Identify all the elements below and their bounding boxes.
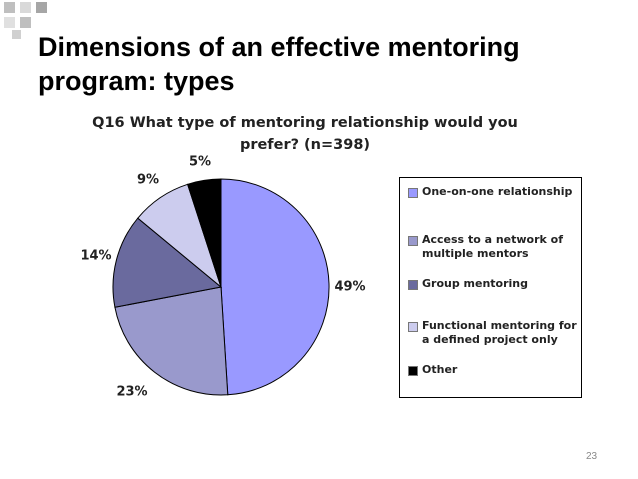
data-label-3: 14% bbox=[80, 249, 111, 264]
legend-swatch-5 bbox=[408, 366, 418, 376]
data-label-1: 49% bbox=[334, 280, 365, 295]
legend-swatch-1 bbox=[408, 188, 418, 198]
chart-title-line-2: prefer? (n=398) bbox=[239, 137, 371, 153]
data-label-5: 5% bbox=[189, 155, 211, 170]
decorative-squares bbox=[4, 2, 47, 39]
legend-label-1: One-on-one relationship bbox=[422, 185, 573, 198]
data-label-2: 23% bbox=[116, 385, 147, 400]
slide-title: Dimensions of an effective mentoring pro… bbox=[38, 30, 618, 98]
legend-label-2: Access to a network of multiple mentors bbox=[422, 233, 564, 260]
pie-slice-3 bbox=[112, 217, 223, 308]
legend-label-3: Group mentoring bbox=[422, 277, 529, 290]
pie-slice-1 bbox=[220, 178, 330, 396]
pie-slice-2 bbox=[114, 286, 229, 396]
data-label-4: 9% bbox=[137, 173, 159, 188]
chart-legend: One-on-one relationship Access to a netwo… bbox=[399, 177, 582, 398]
chart-title-line-1: Q16 What type of mentoring relationship … bbox=[92, 115, 518, 131]
legend-swatch-2 bbox=[408, 236, 418, 246]
slide-title-line-1: Dimensions of an effective mentoring bbox=[38, 32, 520, 62]
pie-slice-5 bbox=[186, 178, 222, 288]
slide-title-line-2: program: types bbox=[38, 66, 235, 96]
legend-swatch-4 bbox=[408, 322, 418, 332]
legend-swatch-3 bbox=[408, 280, 418, 290]
legend-label-4: Functional mentoring for a defined projec… bbox=[422, 319, 577, 346]
chart-title: Q16 What type of mentoring relationship … bbox=[70, 112, 540, 156]
title-rule bbox=[38, 103, 618, 104]
page-number: 23 bbox=[586, 451, 598, 462]
legend-label-5: Other bbox=[422, 363, 458, 376]
